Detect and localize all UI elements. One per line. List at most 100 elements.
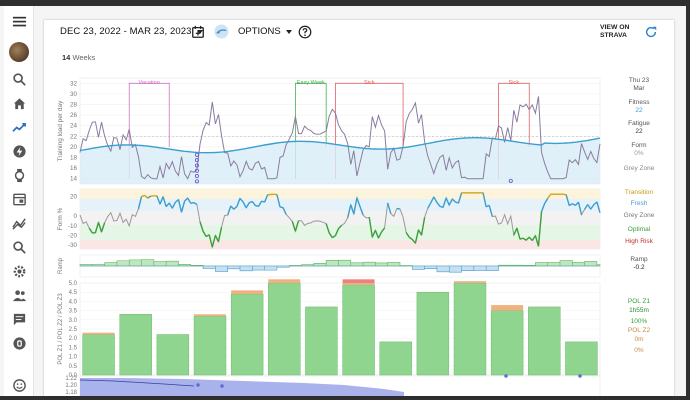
high-risk-zone [80, 240, 600, 249]
transition-label: Transition [624, 189, 654, 196]
settings-icon[interactable] [7, 260, 31, 282]
date-line2: Mar [633, 85, 645, 92]
form-segment [356, 197, 361, 207]
charts-svg[interactable]: Training load per day 32 30 28 26 24 22 20 18 16… [44, 72, 674, 399]
y-tick-label: 28 [70, 102, 78, 109]
menu-icon[interactable] [7, 10, 31, 32]
fitness-value: 22 [635, 107, 643, 114]
form-y-label: Form % [57, 207, 64, 230]
y-tick-label: 14 [70, 176, 78, 183]
annotation-bracket [498, 82, 530, 179]
fitness-chart[interactable]: Training load per day 32 30 28 26 24 22 20 18 16… [57, 77, 601, 185]
form-segment [236, 198, 241, 207]
find-icon[interactable] [7, 236, 31, 258]
pol-z1-label: POL Z1 [627, 298, 651, 305]
form-segment [100, 222, 106, 233]
activity-marker [194, 179, 199, 184]
people-icon[interactable] [7, 284, 31, 306]
search-icon[interactable] [7, 68, 31, 90]
pol-z2-label: POL Z2 [627, 327, 651, 334]
strava-link-line2: STRAVA [600, 32, 627, 39]
date-range-selector[interactable]: DEC 23, 2022 - MAR 23, 2023 [60, 26, 203, 37]
form-segment [528, 236, 533, 241]
view-on-strava-link[interactable]: VIEW ON STRAVA [600, 24, 629, 40]
bottom-marker [504, 374, 508, 378]
selected-date: Thu 23 Mar [604, 77, 674, 93]
form-segment [387, 202, 392, 214]
bottom-area [80, 378, 404, 398]
form-segment [177, 199, 183, 213]
avatar[interactable] [9, 42, 29, 62]
form-segment [513, 227, 518, 236]
lightning-icon[interactable] [7, 140, 31, 162]
y-tick-label: 16 [70, 165, 78, 172]
trend-chart-icon[interactable] [7, 116, 31, 138]
refresh-icon[interactable] [644, 25, 658, 39]
options-chevron-down-icon [285, 29, 292, 34]
calendar-list-icon[interactable] [7, 188, 31, 210]
y-tick-label: 20 [70, 144, 78, 151]
pol-chart[interactable]: POL Z1 / POL Z2 / POL Z3 5.0 4.5 4.0 3.5 3.0… [58, 279, 601, 379]
form-segment [547, 193, 552, 199]
form-segment [144, 194, 149, 199]
pol-bar-pol-z1 [230, 293, 264, 376]
form-segment [211, 235, 217, 248]
y-tick-label: -10 [68, 223, 78, 230]
form-segment [187, 197, 192, 204]
form-segment [141, 194, 145, 198]
form-chart[interactable]: Form % 20 0 -10 -20 -30 [57, 188, 601, 250]
form-segment [396, 207, 401, 210]
activity-marker [508, 178, 513, 183]
chat-icon[interactable] [7, 308, 31, 330]
compare-lines-icon[interactable] [7, 212, 31, 234]
home-icon[interactable] [7, 92, 31, 114]
pol-bar-pol-z2 [342, 283, 375, 285]
bottom-marker [220, 384, 224, 388]
high-risk-label: High Risk [625, 238, 653, 245]
y-tick-label: 20 [70, 194, 78, 201]
ramp-negative [80, 265, 600, 273]
form-segment [162, 196, 167, 207]
chevron-down-icon [196, 29, 203, 34]
form-segment [430, 196, 435, 204]
activity-marker [194, 174, 199, 179]
weeks-summary: 14 Weeks [62, 53, 95, 62]
activity-marker [194, 158, 199, 163]
discord-icon[interactable] [7, 332, 31, 354]
form-segment [276, 194, 281, 208]
form-segment [193, 201, 198, 206]
y-tick-label: 22 [70, 133, 78, 140]
smiley-icon[interactable] [7, 374, 31, 396]
form-segment [184, 197, 189, 202]
bottom-chart[interactable]: 1.221.201.18 [65, 374, 601, 399]
form-segment [190, 201, 195, 204]
fatigue-line [79, 96, 601, 180]
fitness-y-label: Training load per day [57, 100, 64, 162]
form-segment [180, 200, 186, 213]
form-segment [516, 227, 521, 240]
form-segment [165, 202, 170, 208]
ramp-chart[interactable]: Ramp [58, 254, 601, 278]
pol-bar-pol-z1 [453, 282, 487, 376]
annotation-label: Vacation [139, 80, 160, 86]
annotation-bracket [334, 82, 404, 179]
help-icon[interactable] [296, 23, 313, 40]
fatigue-label: Fatigue [628, 120, 650, 127]
form-segment [525, 236, 530, 241]
grey-zone [80, 211, 600, 225]
y-tick-label: 1.22 [65, 376, 77, 382]
strava-badge-icon[interactable] [213, 23, 230, 40]
form-segment [279, 206, 284, 209]
window-right-edge [686, 0, 690, 400]
form-segment [353, 197, 358, 214]
calendar-icon[interactable] [189, 23, 206, 40]
pol-bar-pol-z1 [490, 310, 524, 376]
activity-markers [194, 152, 513, 184]
y-tick-label: 24 [70, 123, 78, 130]
pol-y-label: POL Z1 / POL Z2 / POL Z3 [58, 293, 64, 365]
fitness-band [80, 137, 600, 184]
pol-bar-pol-z3 [342, 279, 375, 283]
options-menu[interactable]: OPTIONS [238, 26, 292, 37]
watch-icon[interactable] [7, 164, 31, 186]
